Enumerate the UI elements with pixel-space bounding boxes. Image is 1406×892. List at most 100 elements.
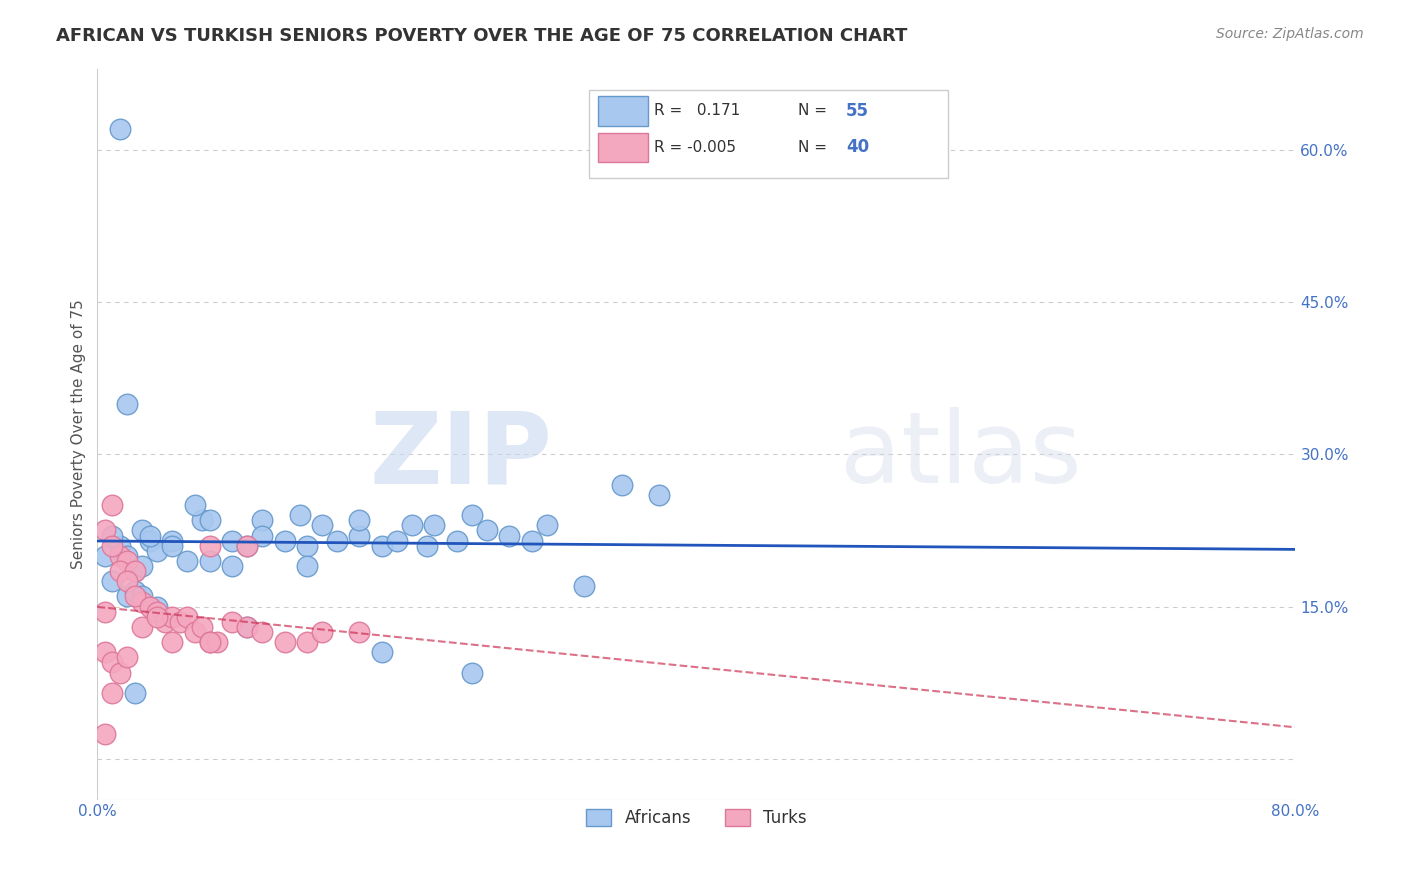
Point <box>295 539 318 553</box>
Point <box>108 549 131 563</box>
Point <box>183 498 205 512</box>
Point <box>250 513 273 527</box>
Point <box>250 528 273 542</box>
Point <box>146 543 169 558</box>
Point <box>101 686 124 700</box>
Point <box>160 609 183 624</box>
Point <box>124 686 146 700</box>
Point <box>139 599 162 614</box>
Point <box>475 524 498 538</box>
Point <box>124 564 146 578</box>
Point <box>520 533 543 548</box>
Point <box>295 635 318 649</box>
Text: 40: 40 <box>846 138 869 156</box>
Point <box>349 513 371 527</box>
Text: R =   0.171: R = 0.171 <box>654 103 741 119</box>
Point <box>139 533 162 548</box>
Y-axis label: Seniors Poverty Over the Age of 75: Seniors Poverty Over the Age of 75 <box>72 299 86 569</box>
Point <box>198 635 221 649</box>
Point <box>131 524 153 538</box>
Point <box>176 554 198 568</box>
Point <box>326 533 349 548</box>
Point <box>236 539 259 553</box>
Legend: Africans, Turks: Africans, Turks <box>578 800 815 835</box>
Point <box>461 665 484 680</box>
Point <box>101 498 124 512</box>
Point <box>205 635 228 649</box>
Point <box>101 528 124 542</box>
Point <box>160 635 183 649</box>
Point <box>191 513 214 527</box>
Point <box>160 539 183 553</box>
Point <box>349 528 371 542</box>
Point <box>146 599 169 614</box>
Point <box>498 528 520 542</box>
Point <box>131 594 153 608</box>
Point <box>101 574 124 589</box>
FancyBboxPatch shape <box>598 96 648 126</box>
Text: N =: N = <box>799 140 832 155</box>
Point <box>250 625 273 640</box>
Text: AFRICAN VS TURKISH SENIORS POVERTY OVER THE AGE OF 75 CORRELATION CHART: AFRICAN VS TURKISH SENIORS POVERTY OVER … <box>56 27 908 45</box>
Point <box>131 559 153 574</box>
Point <box>349 625 371 640</box>
Point <box>273 635 295 649</box>
Text: 55: 55 <box>846 102 869 120</box>
Point <box>146 609 169 624</box>
Point <box>139 528 162 542</box>
Point <box>117 650 139 665</box>
Point <box>131 590 153 604</box>
Point <box>124 564 146 578</box>
Point <box>131 620 153 634</box>
Point <box>288 508 311 523</box>
Point <box>117 554 139 568</box>
Point <box>446 533 468 548</box>
Point <box>124 590 146 604</box>
Point <box>124 584 146 599</box>
Point <box>101 656 124 670</box>
Point <box>108 539 131 553</box>
Point <box>117 396 139 410</box>
Point <box>221 559 243 574</box>
Point <box>572 579 595 593</box>
Point <box>536 518 558 533</box>
Point <box>198 513 221 527</box>
Point <box>273 533 295 548</box>
Point <box>94 524 117 538</box>
FancyBboxPatch shape <box>598 133 648 162</box>
Point <box>198 635 221 649</box>
Point <box>198 539 221 553</box>
Point <box>221 533 243 548</box>
Point <box>169 615 191 629</box>
Point <box>176 609 198 624</box>
Point <box>94 726 117 740</box>
Point <box>423 518 446 533</box>
Text: atlas: atlas <box>841 408 1081 505</box>
Text: R = -0.005: R = -0.005 <box>654 140 737 155</box>
Point <box>461 508 484 523</box>
Point <box>401 518 423 533</box>
Point <box>183 625 205 640</box>
Point <box>295 559 318 574</box>
Point <box>101 539 124 553</box>
Point <box>160 533 183 548</box>
Point <box>385 533 408 548</box>
Point <box>311 625 333 640</box>
Point <box>108 564 131 578</box>
Point <box>221 615 243 629</box>
Point <box>236 620 259 634</box>
Point <box>117 549 139 563</box>
Point <box>416 539 439 553</box>
Point <box>146 605 169 619</box>
Text: ZIP: ZIP <box>370 408 553 505</box>
Point <box>311 518 333 533</box>
Point <box>153 615 176 629</box>
Point <box>117 574 139 589</box>
Point <box>371 645 394 659</box>
Point <box>94 549 117 563</box>
Text: Source: ZipAtlas.com: Source: ZipAtlas.com <box>1216 27 1364 41</box>
Point <box>198 554 221 568</box>
Point <box>117 590 139 604</box>
Point <box>108 665 131 680</box>
Point <box>648 488 671 502</box>
